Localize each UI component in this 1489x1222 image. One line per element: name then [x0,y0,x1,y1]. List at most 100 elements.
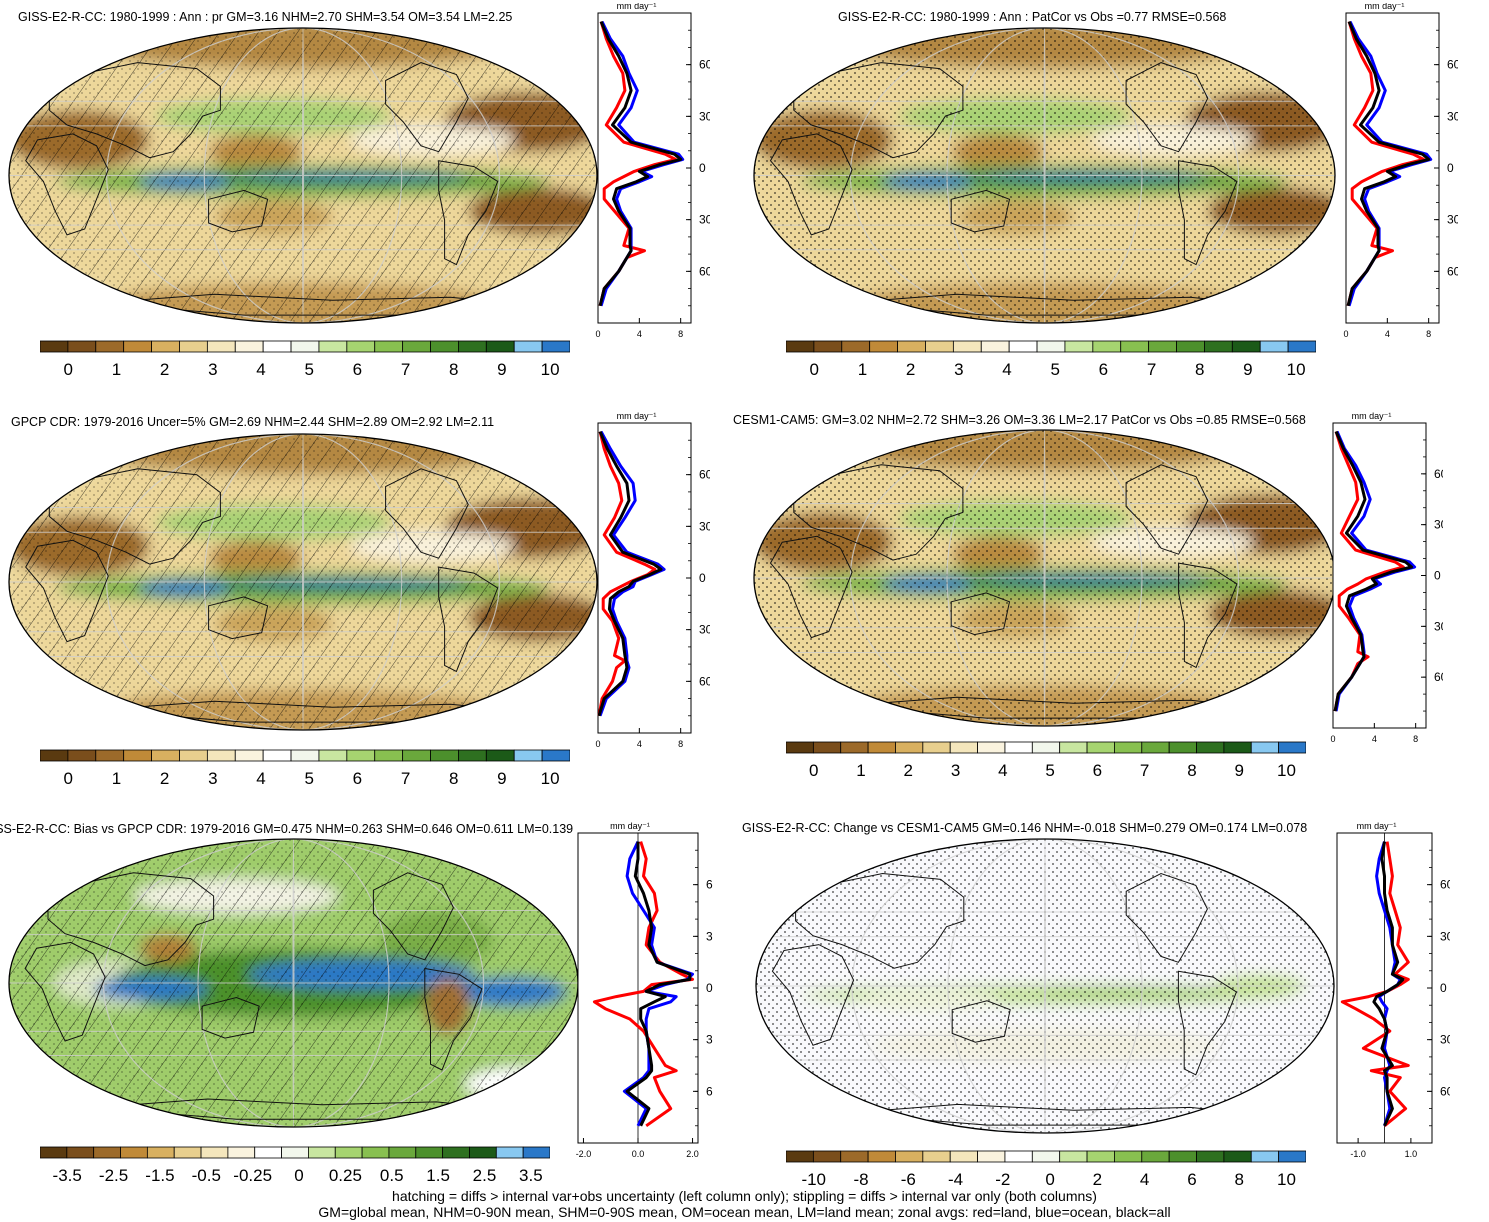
x-tick-label: 8 [1426,329,1431,339]
colorbar-swatch [318,749,348,762]
colorbar-swatch [869,340,898,353]
colorbar-swatch [430,340,459,353]
colorbar-label: 10 [1287,360,1306,379]
lat-tick-label: 60S [699,264,710,278]
colorbar-label: -1.5 [145,1166,174,1185]
colorbar-swatch [895,1150,924,1163]
lat-tick-label: 60N [1440,878,1450,892]
colorbar-swatch [308,1146,336,1159]
colorbar-label: 2.5 [473,1166,497,1185]
colorbar-swatch [897,340,926,353]
colorbar-label: 8 [1234,1170,1243,1189]
colorbar-label: 6 [1187,1170,1196,1189]
colorbar-swatch [841,340,871,353]
colorbar-swatch [1141,1150,1170,1163]
lat-tick-label: 0 [699,571,706,585]
lat-tick-label: 0 [1434,569,1441,583]
colorbar-swatch [949,741,978,754]
colorbar-label: 2 [904,761,913,780]
colorbar-label: -6 [901,1170,916,1189]
lat-tick-label: 30N [706,929,713,943]
x-tick-label: 1.0 [1405,1149,1418,1159]
colorbar-swatch [95,749,125,762]
colorbar-swatch [66,1146,95,1159]
colorbar-swatch [388,1146,417,1159]
x-tick-label: -1.0 [1350,1149,1366,1159]
x-tick-label: -2.0 [576,1149,592,1157]
colorbar-swatch [469,1146,497,1159]
x-tick-label: 0 [595,739,600,749]
colorbar-swatch [949,1150,978,1163]
colorbar-label: 1 [856,761,865,780]
colorbar-swatch [442,1146,470,1159]
lat-tick-label: 60N [699,468,710,482]
colorbar-label: 9 [1243,360,1252,379]
colorbar-swatch [1031,741,1061,754]
colorbar-swatch [346,340,376,353]
colorbar-label: -4 [948,1170,963,1189]
colorbar-swatch [1114,741,1143,754]
colorbar-swatch [1168,1150,1197,1163]
colorbar-label: 1 [112,769,121,788]
colorbar-label: 10 [541,769,560,788]
colorbar-swatch [281,1146,309,1159]
colorbar-label: 3 [208,769,217,788]
colorbar-label: 5 [304,769,313,788]
colorbar-swatch [179,749,208,762]
colorbar: 0 1 2 3 4 5 6 7 8 9 10 [40,749,570,788]
lat-tick-label: 60S [706,1084,713,1098]
colorbar-label: 5 [1050,360,1059,379]
colorbar-label: 0 [809,761,818,780]
footer-note: hatching = diffs > internal var+obs unce… [0,1188,1489,1220]
colorbar-label: -0.25 [233,1166,272,1185]
colorbar-label: 9 [497,769,506,788]
colorbar-swatch [179,340,208,353]
colorbar-label: 2 [906,360,915,379]
colorbar-swatch [262,749,292,762]
colorbar-swatch [977,741,1006,754]
panel-title: GISS-E2-R-CC: 1980-1999 : Ann : PatCor v… [838,10,1227,24]
colorbar-swatch [1278,741,1306,754]
lat-tick-label: 30S [1440,1033,1450,1047]
colorbar-swatch [495,1146,524,1159]
zonal-units-label: mm day⁻¹ [1357,821,1397,831]
colorbar: 0 1 2 3 4 5 6 7 8 9 10 [40,340,570,379]
colorbar-swatch [786,741,814,754]
colorbar-label: 0.25 [329,1166,362,1185]
colorbar-label: 4 [998,761,1007,780]
series-line-land [1340,841,1410,1127]
colorbar-swatch [513,749,543,762]
colorbar-swatch [234,340,264,353]
colorbar-label: 5 [304,360,313,379]
colorbar-label: 0 [64,360,73,379]
x-tick-label: 4 [1372,734,1377,744]
colorbar-swatch [1278,1150,1306,1163]
colorbar-label: 1.5 [426,1166,450,1185]
colorbar-swatch [1120,340,1150,353]
colorbar-label: -10 [801,1170,826,1189]
zonal-average-plot: mm day⁻¹ 60N 30N 0 30S 60S 0 4 8 [595,411,710,749]
colorbar-swatch [93,1146,121,1159]
colorbar-label: 3 [208,360,217,379]
map-plot [8,27,598,324]
colorbar-label: 10 [1277,761,1296,780]
colorbar-swatch [374,749,404,762]
colorbar-swatch [151,340,180,353]
colorbar-swatch [95,340,125,353]
colorbar-swatch [120,1146,148,1159]
lat-tick-label: 0 [699,161,706,175]
colorbar-label: 0 [1045,1170,1054,1189]
colorbar-swatch [67,749,97,762]
colorbar-swatch [813,340,843,353]
colorbar-label: 0 [64,769,73,788]
colorbar-swatch [458,340,487,353]
colorbar-swatch [513,340,543,353]
colorbar-swatch [227,1146,256,1159]
colorbar-swatch [234,749,264,762]
colorbar-label: 8 [1195,360,1204,379]
colorbar-label: 6 [353,360,362,379]
colorbar-swatch [173,1146,202,1159]
colorbar-swatch [402,749,431,762]
zonal-average-plot: mm day⁻¹ 60N 30N 0 30S 60S -1.0 1.0 [1336,821,1450,1159]
lat-tick-label: 0 [1447,161,1454,175]
